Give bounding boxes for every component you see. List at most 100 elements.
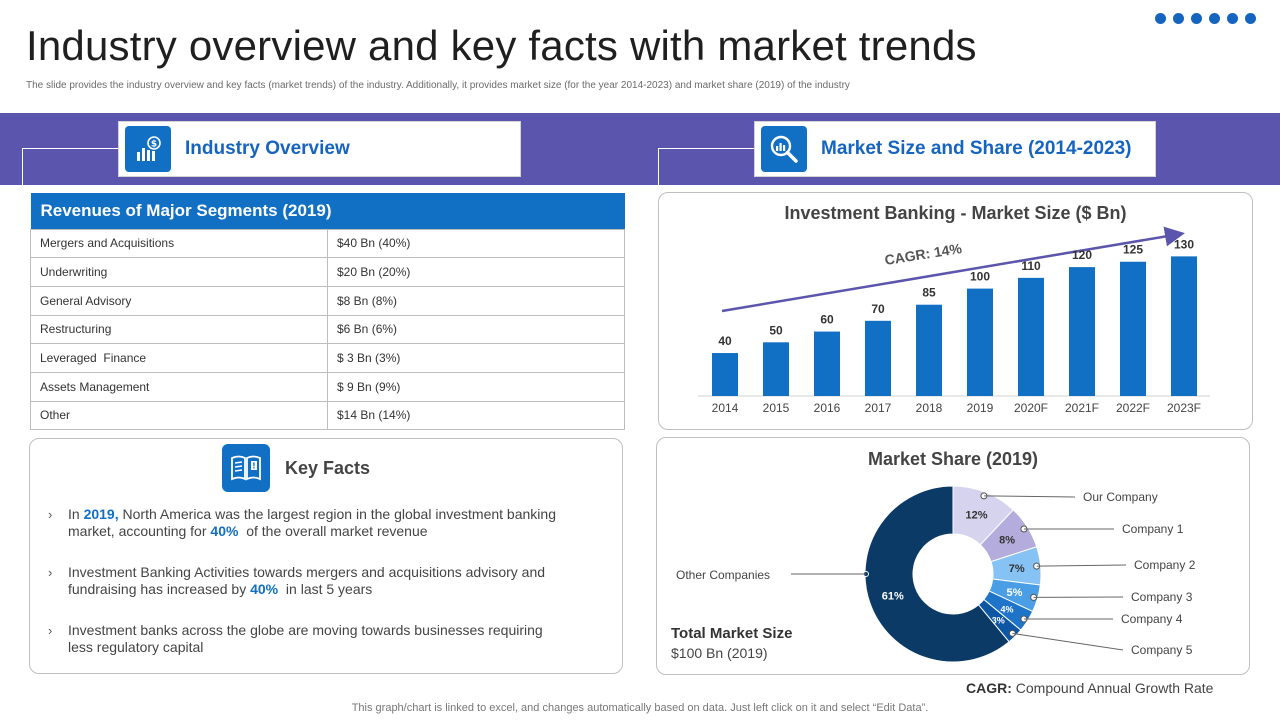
slice-percent-label: 4%: [1001, 604, 1014, 614]
bar-2023F: [1171, 256, 1197, 396]
x-tick-label: 2018: [916, 401, 943, 415]
revenue-chart-icon: $: [125, 126, 171, 172]
bar-value-label: 125: [1123, 243, 1143, 257]
key-fact-text: Investment banks across the globe are mo…: [68, 622, 543, 655]
x-tick-label: 2017: [865, 401, 892, 415]
segment-name: Restructuring: [30, 314, 328, 345]
key-facts-title: Key Facts: [285, 457, 371, 478]
key-fact-text: In 2019, North America was the largest r…: [68, 506, 556, 539]
slice-other-companies: [864, 485, 1010, 663]
segments-table: Revenues of Major Segments (2019) Merger…: [30, 193, 625, 431]
bar-2021F: [1069, 267, 1095, 396]
slice-percent-label: 5%: [1007, 587, 1023, 599]
segment-value: $14 Bn (14%): [327, 400, 625, 431]
slice-name-label: Our Company: [1083, 490, 1158, 504]
segment-value: $6 Bn (6%): [327, 314, 625, 345]
market-size-title: Market Size and Share (2014-2023): [821, 138, 1132, 159]
key-fact-text: Investment Banking Activities towards me…: [68, 564, 546, 597]
decorative-dots: [1155, 13, 1256, 24]
bar-value-label: 100: [970, 270, 990, 284]
bar-value-label: 110: [1021, 259, 1041, 273]
x-tick-label: 2022F: [1116, 401, 1150, 415]
slice-name-label: Company 4: [1121, 612, 1183, 626]
segment-name: General Advisory: [30, 285, 328, 316]
cagr-footnote: CAGR: Compound Annual Growth Rate: [966, 680, 1214, 696]
slice-name-label: Company 5: [1131, 643, 1193, 657]
market-size-header: Market Size and Share (2014-2023): [754, 121, 1156, 177]
bar-2017: [865, 320, 891, 396]
slice-name-label: Company 2: [1134, 558, 1196, 572]
x-tick-label: 2015: [763, 401, 790, 415]
industry-overview-title: Industry Overview: [185, 138, 350, 159]
slice-name-label: Other Companies: [676, 568, 770, 582]
bar-value-label: 85: [922, 286, 936, 300]
key-facts-panel: [29, 438, 623, 674]
segment-value: $20 Bn (20%): [327, 257, 625, 287]
bar-2016: [814, 331, 840, 396]
industry-overview-header: $ Industry Overview: [118, 121, 521, 177]
segments-table-header: Revenues of Major Segments (2019): [30, 193, 625, 229]
bar-2014: [712, 353, 738, 396]
svg-text:$: $: [151, 140, 157, 150]
key-fact-2: › Investment Banking Activities towards …: [48, 564, 568, 598]
table-row: Mergers and Acquisitions $40 Bn (40%): [30, 228, 625, 259]
slice-percent-label: 8%: [999, 535, 1015, 547]
total-market-size-value: $100 Bn (2019): [671, 645, 768, 661]
segment-value: $ 3 Bn (3%): [327, 343, 625, 373]
x-tick-label: 2020F: [1014, 401, 1048, 415]
key-fact-1: › In 2019, North America was the largest…: [48, 506, 568, 540]
bar-2022F: [1120, 261, 1146, 396]
bar-value-label: 40: [718, 334, 732, 348]
table-row: Leveraged Finance $ 3 Bn (3%): [30, 343, 625, 373]
x-tick-label: 2016: [814, 401, 841, 415]
segment-name: Assets Management: [30, 371, 328, 402]
chevron-right-icon: ›: [48, 565, 53, 580]
chevron-right-icon: ›: [48, 507, 53, 522]
x-tick-label: 2014: [712, 401, 739, 415]
segment-value: $40 Bn (40%): [327, 228, 625, 259]
bar-2020F: [1018, 277, 1044, 396]
donut-chart-title: Market Share (2019): [867, 449, 1039, 469]
bottom-note: This graph/chart is linked to excel, and…: [351, 702, 929, 714]
table-row: General Advisory $8 Bn (8%): [30, 285, 625, 316]
leader-line: [1012, 632, 1124, 651]
table-row: Assets Management $ 9 Bn (9%): [30, 371, 625, 402]
table-row: Other $14 Bn (14%): [30, 400, 625, 431]
bar-chart-title: Investment Banking - Market Size ($ Bn): [784, 203, 1127, 223]
segment-name: Underwriting: [30, 257, 328, 287]
slice-percent-label: 12%: [966, 509, 988, 521]
segment-value: $8 Bn (8%): [327, 285, 625, 316]
segment-name: Other: [30, 400, 328, 431]
bar-value-label: 120: [1072, 248, 1092, 262]
bar-value-label: 70: [871, 302, 885, 316]
page-subtitle: The slide provides the industry overview…: [26, 80, 850, 91]
chevron-right-icon: ›: [48, 623, 53, 638]
page-title: Industry overview and key facts with mar…: [26, 22, 977, 69]
segment-name: Leveraged Finance: [30, 343, 328, 373]
bar-2015: [763, 342, 789, 396]
x-tick-label: 2023F: [1167, 401, 1201, 415]
key-facts-header: ! Key Facts: [222, 444, 370, 492]
book-icon: !: [222, 444, 270, 492]
slice-percent-label: 7%: [1009, 563, 1025, 575]
slice-percent-label: 3%: [992, 615, 1005, 625]
leader-line: [983, 495, 1076, 498]
total-market-size-label: Total Market Size: [671, 625, 793, 642]
table-row: Underwriting $20 Bn (20%): [30, 257, 625, 287]
x-tick-label: 2021F: [1065, 401, 1099, 415]
market-share-donut-chart: 12% Our Company 8% Company 1 7% Company 2 5% Co…: [676, 485, 1196, 663]
bar-2018: [916, 304, 942, 396]
magnifier-chart-icon: [761, 126, 807, 172]
x-tick-label: 2019: [967, 401, 994, 415]
connector-line-left: [22, 148, 119, 185]
market-size-panel: [658, 192, 1253, 430]
svg-text:!: !: [252, 462, 256, 471]
bar-2019: [967, 288, 993, 396]
key-fact-3: › Investment banks across the globe are …: [48, 622, 568, 656]
slice-percent-label: 61%: [882, 591, 904, 603]
slice-name-label: Company 3: [1131, 590, 1193, 604]
connector-line-right: [658, 148, 755, 185]
bar-value-label: 50: [769, 323, 783, 337]
segment-name: Mergers and Acquisitions: [30, 228, 328, 259]
segment-value: $ 9 Bn (9%): [327, 371, 625, 402]
